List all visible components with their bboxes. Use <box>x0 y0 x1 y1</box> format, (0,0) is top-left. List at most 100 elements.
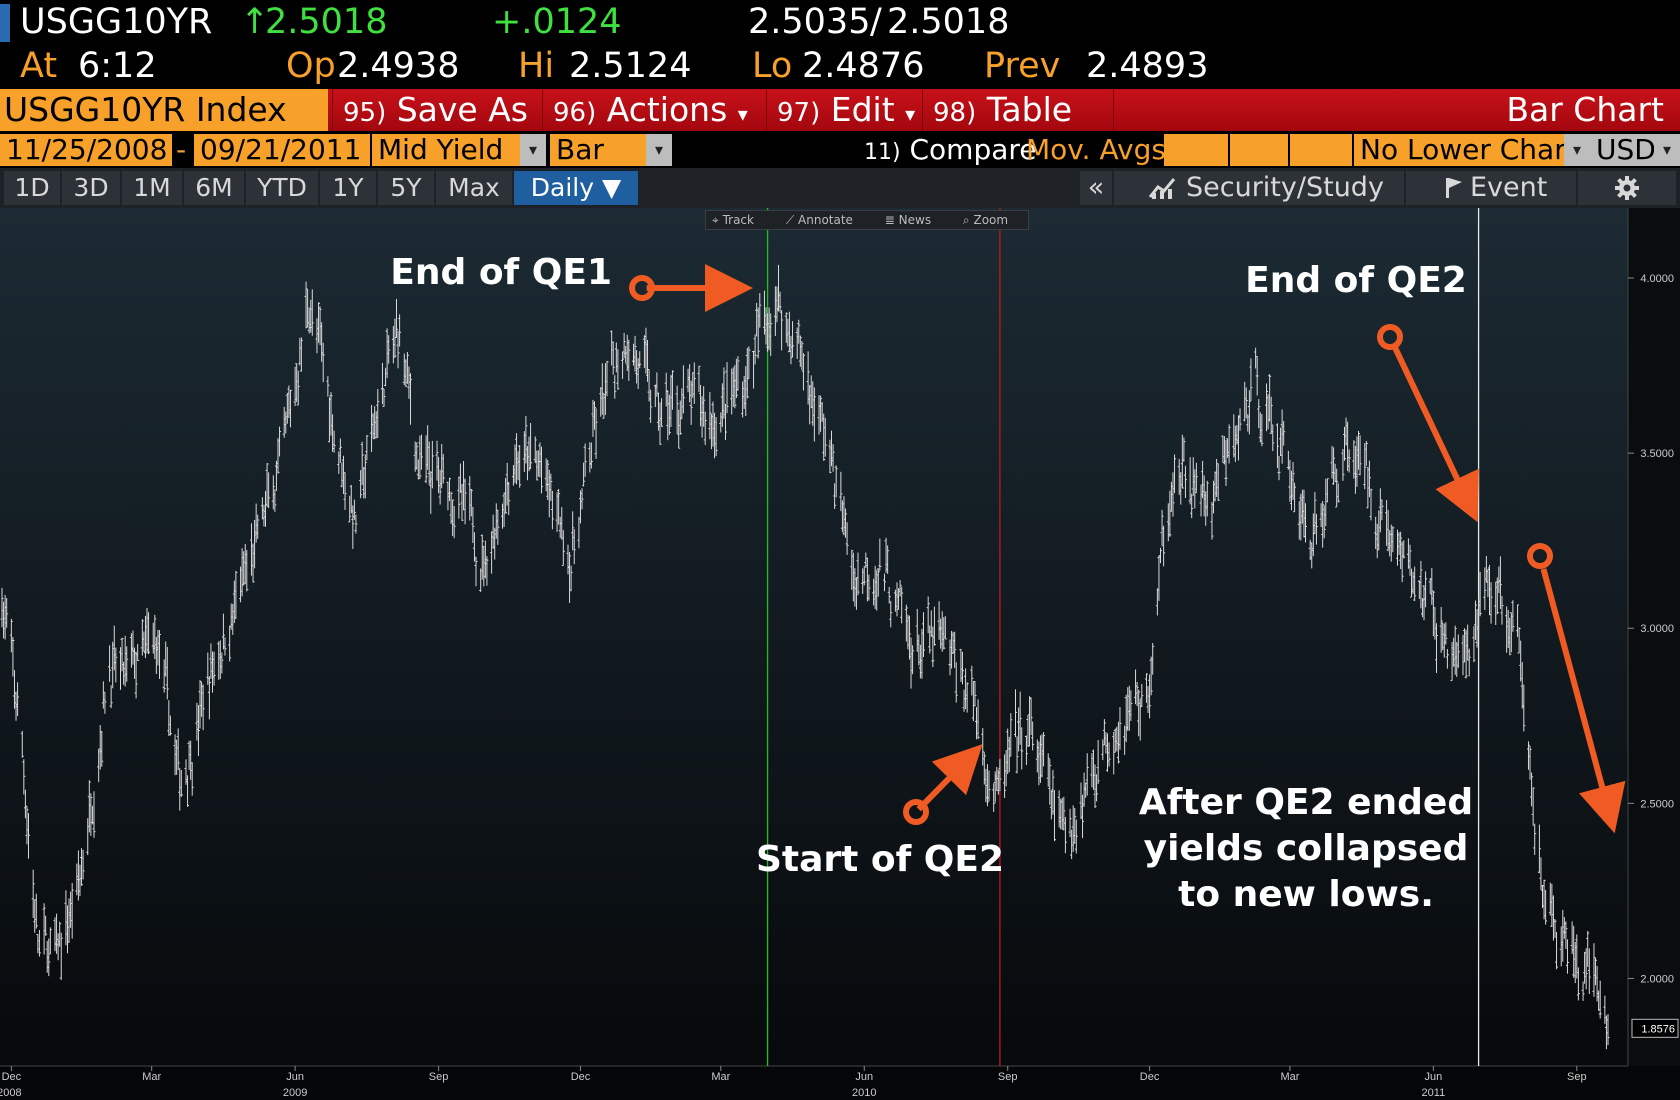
x-tick-label: Mar <box>142 1071 161 1083</box>
table-label: Table <box>986 90 1073 129</box>
save-as-number: 95) <box>343 98 387 128</box>
currency-selector[interactable]: USD <box>1590 134 1654 166</box>
time-value: 6:12 <box>78 46 157 86</box>
annotate-tool-label: Annotate <box>798 213 853 227</box>
page-title: Bar Chart <box>1506 90 1664 129</box>
actions-label: Actions <box>606 90 728 129</box>
annotate-tool[interactable]: ⟋ Annotate <box>785 213 853 227</box>
ticker-marker <box>0 4 10 42</box>
save-as-label: Save As <box>396 90 528 129</box>
period-max-button[interactable]: Max <box>436 171 512 205</box>
compare-label: Compare <box>909 133 1037 166</box>
table-button[interactable]: 98) Table <box>922 89 1114 131</box>
x-tick-label: Jun <box>286 1071 304 1083</box>
security-index-field[interactable]: USGG10YR Index <box>0 89 328 131</box>
chart-style-selector[interactable]: Bar <box>550 134 646 166</box>
x-tick-label: Dec <box>1140 1071 1160 1083</box>
settings-button[interactable] <box>1578 171 1676 205</box>
save-as-button[interactable]: 95) Save As <box>332 89 542 131</box>
x-year-label: 2009 <box>283 1087 307 1099</box>
track-tool[interactable]: ⌖ Track <box>712 213 754 227</box>
field-dropdown-icon[interactable]: ▾ <box>520 134 546 166</box>
compare-button[interactable]: 11) Compare <box>864 134 1037 169</box>
actions-number: 96) <box>553 98 597 128</box>
x-tick-label: Jun <box>855 1071 873 1083</box>
y-tick-label: 3.5000 <box>1640 448 1674 460</box>
zoom-tool-label: Zoom <box>973 213 1009 227</box>
end-date-field[interactable]: 09/21/2011 <box>194 134 370 166</box>
y-tick-label: 3.0000 <box>1640 623 1674 635</box>
annotation-start-qe2-dot <box>903 799 929 825</box>
x-tick-label: Dec <box>2 1071 22 1083</box>
last-value-label: 1.8576 <box>1641 1023 1675 1035</box>
security-study-label: Security/Study <box>1186 172 1384 203</box>
annotation-end-qe2: End of QE2 <box>1245 260 1467 301</box>
annotation-after-qe2-line: After QE2 ended <box>1139 782 1473 823</box>
y-tick-label: 2.5000 <box>1640 798 1674 810</box>
x-year-label: 2010 <box>852 1087 876 1099</box>
annotation-end-qe2-dot <box>1377 324 1403 350</box>
actions-button[interactable]: 96) Actions ▾ <box>542 89 766 131</box>
event-label: Event <box>1470 172 1548 203</box>
field-selector[interactable]: Mid Yield <box>372 134 520 166</box>
mov-avg-slot-1[interactable] <box>1164 134 1228 166</box>
yield-bar-chart[interactable]: 4.0000 3.5000 3.0000 2.5000 2.0000 1.8576 Dec… <box>0 208 1680 1100</box>
quote-row-2: At 6:12 Op 2.4938 Hi 2.5124 Lo 2.4876 Pr… <box>0 44 1680 88</box>
time-label: At <box>20 46 58 86</box>
chart-parameters: 11/25/2008 - 09/21/2011 Mid Yield ▾ Bar … <box>0 132 1680 168</box>
news-tool-label: News <box>898 213 932 227</box>
collapse-panel-button[interactable]: « <box>1080 171 1112 205</box>
x-tick-label: Sep <box>1567 1071 1587 1083</box>
open-value: 2.4938 <box>337 46 460 86</box>
high-label: Hi <box>518 46 555 86</box>
lower-chart-selector[interactable]: No Lower Chart <box>1354 134 1564 166</box>
x-tick-label: Sep <box>998 1071 1018 1083</box>
track-tool-label: Track <box>722 213 754 227</box>
y-axis-panel <box>1628 208 1680 1066</box>
up-arrow-icon: ↑ <box>240 2 270 42</box>
actions-dropdown-icon: ▾ <box>737 102 748 126</box>
currency-dropdown-icon[interactable]: ▾ <box>1654 134 1680 166</box>
chart-study-icon <box>1148 178 1176 199</box>
period-3d-button[interactable]: 3D <box>62 171 120 205</box>
security-study-button[interactable]: Security/Study <box>1114 171 1404 205</box>
annotation-start-qe2-arrow <box>916 744 983 812</box>
prev-label: Prev <box>984 46 1061 86</box>
period-5y-button[interactable]: 5Y <box>378 171 434 205</box>
news-tool[interactable]: ≣ News <box>884 213 932 227</box>
edit-label: Edit <box>830 90 895 129</box>
edit-button[interactable]: 97) Edit ▾ <box>766 89 922 131</box>
zoom-tool[interactable]: ⌕ Zoom <box>962 213 1009 227</box>
period-6m-button[interactable]: 6M <box>184 171 244 205</box>
low-value: 2.4876 <box>802 46 925 86</box>
event-button[interactable]: Event <box>1406 171 1576 205</box>
period-ytd-button[interactable]: YTD <box>246 171 318 205</box>
x-year-label: 2008 <box>0 1087 22 1099</box>
frequency-dropdown[interactable]: Daily ▼ <box>514 171 638 205</box>
period-selector-row: 1D 3D 1M 6M YTD 1Y 5Y Max Daily ▼ « Secu… <box>0 168 1680 208</box>
period-1d-button[interactable]: 1D <box>4 171 60 205</box>
low-label: Lo <box>752 46 793 86</box>
last-price: 2.5018 <box>265 2 388 42</box>
mov-avgs-label[interactable]: Mov. Avgs <box>1026 133 1166 166</box>
plot-background <box>0 208 1680 1100</box>
x-tick-label: Jun <box>1424 1071 1442 1083</box>
date-range-separator: - <box>176 133 187 166</box>
bid-ask-separator: / <box>870 2 882 42</box>
start-date-field[interactable]: 11/25/2008 <box>0 134 172 166</box>
annotation-after-qe2-dot <box>1527 543 1553 569</box>
function-toolbar: USGG10YR Index 95) Save As 96) Actions ▾… <box>0 89 1680 131</box>
mov-avg-slot-2[interactable] <box>1230 134 1288 166</box>
x-tick-label: Mar <box>711 1071 730 1083</box>
lower-chart-dropdown-icon[interactable]: ▾ <box>1564 134 1590 166</box>
mov-avg-slot-3[interactable] <box>1290 134 1352 166</box>
annotation-end-qe1: End of QE1 <box>390 252 612 293</box>
chart-tools-bar: ⌖ Track ⟋ Annotate ≣ News ⌕ Zoom <box>705 210 1030 230</box>
annotation-end-qe2-arrow <box>1391 344 1479 523</box>
period-1m-button[interactable]: 1M <box>122 171 182 205</box>
x-tick-label: Sep <box>429 1071 449 1083</box>
ticker[interactable]: USGG10YR <box>20 2 213 42</box>
chart-style-dropdown-icon[interactable]: ▾ <box>646 134 672 166</box>
period-1y-button[interactable]: 1Y <box>320 171 376 205</box>
flag-icon <box>1446 178 1462 198</box>
